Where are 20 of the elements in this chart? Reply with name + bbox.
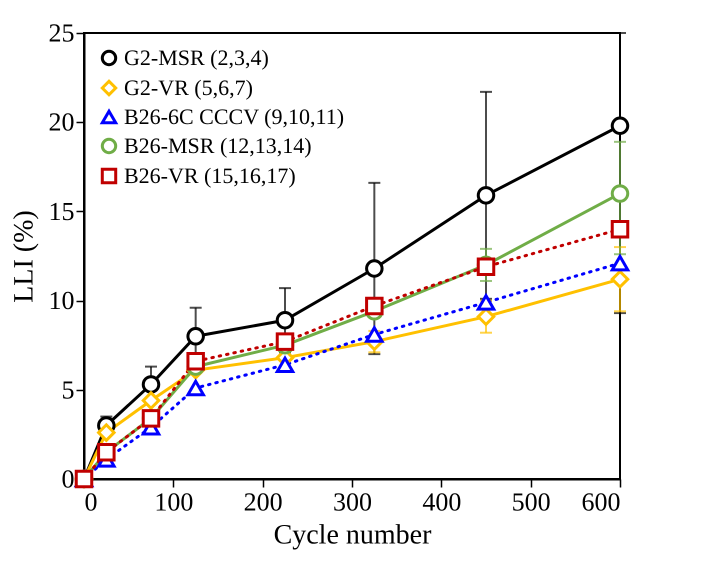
x-tick-label: 600 [582,488,620,516]
x-axis-title: Cycle number [274,520,432,550]
x-tick-label: 400 [422,488,462,516]
legend-label: G2-MSR (2,3,4) [124,45,269,70]
legend-label: G2-VR (5,6,7) [124,75,253,100]
y-tick-label: 20 [48,108,74,137]
x-tick-label: 100 [154,488,194,516]
y-tick-label: 10 [48,286,74,316]
y-tick-label: 25 [48,18,74,48]
legend-label: B26-MSR (12,13,14) [124,133,312,158]
y-axis-title: LLI (%) [8,210,40,303]
legend-label: B26-6C CCCV (9,10,11) [124,104,344,129]
x-tick-label: 200 [244,488,283,516]
y-tick-label: 0 [62,464,74,494]
x-tick-label: 0 [84,488,98,516]
y-tick-label: 5 [62,375,74,404]
x-tick-label: 500 [512,488,551,516]
y-tick-label: 15 [48,196,74,226]
x-tick-label: 300 [333,488,372,516]
legend-label: B26-VR (15,16,17) [124,163,296,188]
